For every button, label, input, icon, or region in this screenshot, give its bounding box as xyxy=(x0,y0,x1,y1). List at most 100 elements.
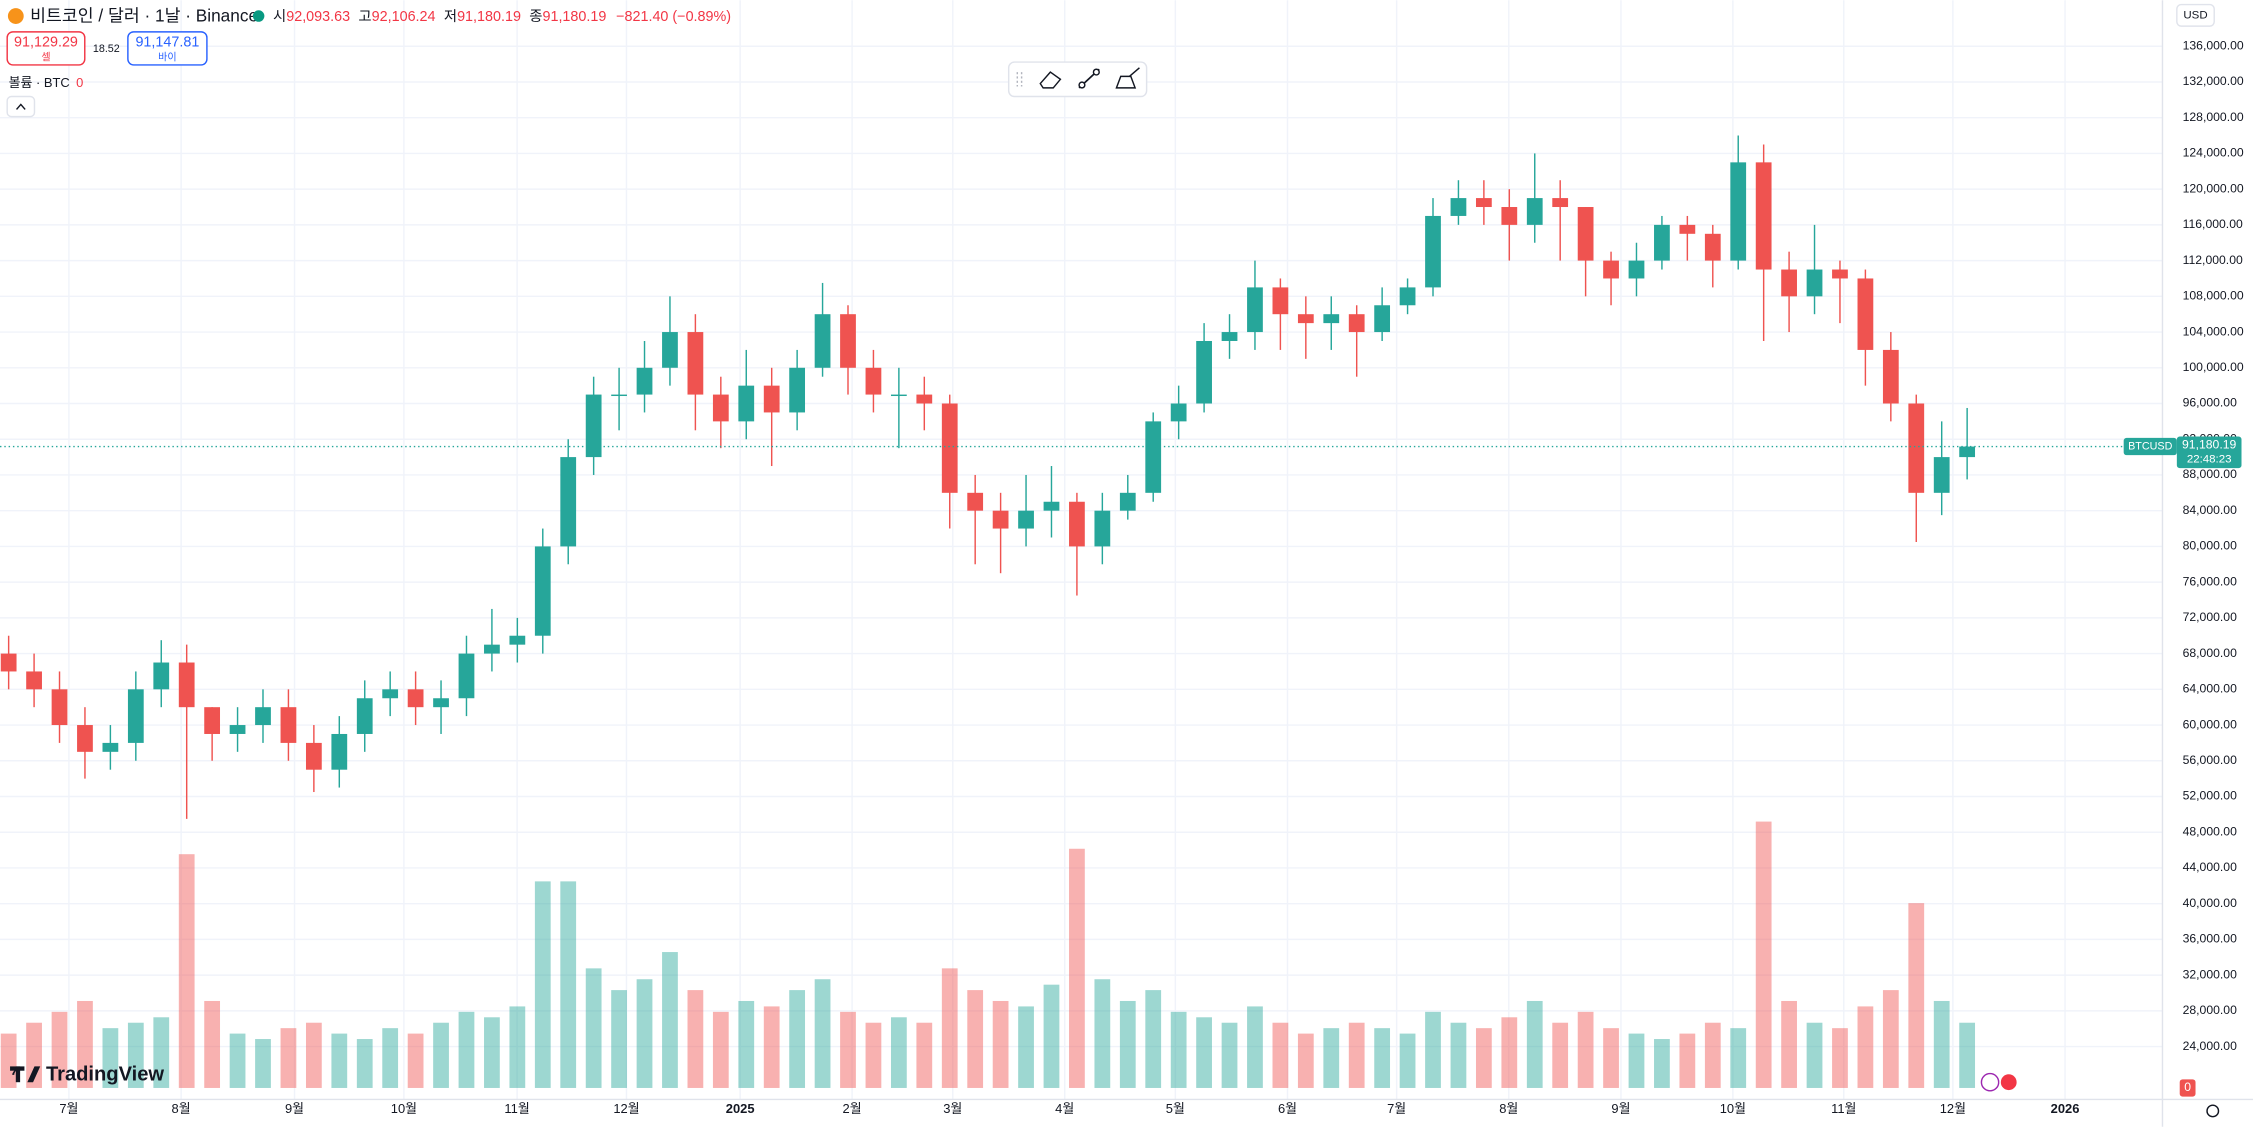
volume-bar xyxy=(1552,1022,1569,1088)
label: 고 xyxy=(358,9,371,25)
y-tick-label: 48,000.00 xyxy=(2183,824,2238,838)
logo: TradingView xyxy=(46,1063,164,1085)
x-tick-label: 4월 xyxy=(1055,1101,1074,1116)
brush-tool[interactable] xyxy=(1115,67,1140,89)
y-tick-label: 56,000.00 xyxy=(2183,753,2238,767)
currency: USD xyxy=(2183,9,2207,21)
volume-zero: 0 xyxy=(2184,1080,2191,1094)
volume-bar xyxy=(1654,1039,1670,1088)
buy-button[interactable] xyxy=(127,31,208,66)
volume-bar xyxy=(255,1039,271,1088)
candle-body xyxy=(407,689,424,708)
volume-bar xyxy=(509,1006,526,1088)
x-tick-label: 5월 xyxy=(1166,1101,1185,1116)
candle-body xyxy=(916,394,933,404)
volume-bar xyxy=(1374,1028,1391,1088)
volume-bar xyxy=(1577,1011,1594,1088)
y-tick-label: 60,000.00 xyxy=(2183,717,2238,731)
volume-bar xyxy=(1882,990,1899,1088)
candle-body xyxy=(687,332,704,395)
countdown: 22:48:23 xyxy=(2187,454,2232,466)
sell-button[interactable] xyxy=(6,31,86,66)
y-tick-label: 76,000.00 xyxy=(2183,574,2238,588)
y-tick-label: 84,000.00 xyxy=(2183,503,2238,517)
volume-bar xyxy=(1475,1028,1492,1088)
eraser-tool[interactable] xyxy=(1039,71,1062,89)
volume-layer xyxy=(0,821,1976,1088)
candle-body xyxy=(1654,224,1670,261)
x-tick-label: 6월 xyxy=(1278,1101,1297,1116)
y-tick-label: 40,000.00 xyxy=(2183,896,2238,910)
value: 91,180.19 xyxy=(542,9,606,25)
volume-label: 볼륨 · BTC xyxy=(9,75,70,90)
label: 시 xyxy=(273,9,286,25)
logo-mark xyxy=(15,1066,21,1083)
sell-label: 셀 xyxy=(41,51,50,63)
currency-button[interactable] xyxy=(2176,3,2215,27)
volume-bar xyxy=(1501,1017,1518,1088)
y-tick-label: 72,000.00 xyxy=(2183,610,2238,624)
y-tick-label: 32,000.00 xyxy=(2183,967,2238,981)
volume-bar xyxy=(433,1022,449,1088)
candle-body xyxy=(1221,332,1238,341)
volume-bar xyxy=(1348,1022,1365,1088)
candle-body xyxy=(941,403,958,493)
candle-body xyxy=(585,394,602,458)
x-tick-label: 9월 xyxy=(285,1101,304,1116)
candle-body xyxy=(789,367,806,413)
volume-bar xyxy=(1730,1028,1747,1088)
candle-body xyxy=(662,332,678,368)
label: 저 xyxy=(444,8,457,25)
volume-bar xyxy=(712,1011,729,1088)
x-tick-label: 7월 xyxy=(59,1101,78,1116)
volume-bar xyxy=(1399,1033,1416,1088)
candle-body xyxy=(1730,162,1747,261)
volume-bar xyxy=(738,1000,755,1088)
candle-body xyxy=(458,653,475,699)
volume-bar xyxy=(1170,1011,1187,1088)
volume-bar xyxy=(1933,1000,1950,1088)
candle-body xyxy=(814,314,831,368)
y-tick-label: 52,000.00 xyxy=(2183,789,2238,803)
x-tick-label: 8월 xyxy=(1499,1101,1518,1116)
volume-bar xyxy=(789,990,806,1088)
candle-body xyxy=(1806,269,1823,297)
volume-bar xyxy=(585,968,602,1088)
candle-body xyxy=(763,385,780,413)
volume-bar xyxy=(407,1033,424,1088)
candle-body xyxy=(1933,457,1950,493)
volume-bar xyxy=(204,1000,221,1088)
candle-body xyxy=(1704,233,1721,261)
x-tick-label: 2025 xyxy=(726,1101,755,1116)
symbol-badge xyxy=(2123,437,2177,456)
settings-icon[interactable] xyxy=(2206,1104,2220,1118)
event-icon[interactable] xyxy=(1980,1072,2000,1092)
toolbar xyxy=(1007,61,1148,98)
volume-bar xyxy=(127,1022,144,1088)
volume-bar xyxy=(890,1017,907,1088)
candle-body xyxy=(305,742,322,770)
candle-body xyxy=(1094,510,1111,547)
x-tick-label: 11월 xyxy=(504,1101,529,1116)
spread: 18.52 xyxy=(93,43,120,55)
symbol: 비트코인 / 달러 · 1날 · Binance xyxy=(30,5,258,25)
buy-label: 바이 xyxy=(158,51,177,63)
volume-bar xyxy=(687,990,704,1088)
volume-bar xyxy=(331,1033,348,1088)
y-tick-label: 96,000.00 xyxy=(2183,396,2238,410)
event-icon[interactable] xyxy=(1999,1072,2019,1092)
collapse-button[interactable] xyxy=(6,95,36,118)
volume-bar xyxy=(382,1028,399,1088)
volume-bar xyxy=(865,1022,882,1088)
grid xyxy=(0,0,2163,1100)
value: 92,106.24 xyxy=(372,9,436,25)
line-tool-dot xyxy=(1078,81,1086,89)
volume-bar xyxy=(1704,1022,1721,1088)
candle-body xyxy=(1018,510,1034,529)
candle-body xyxy=(1628,260,1645,279)
volume-bar xyxy=(178,854,195,1088)
volume-bar xyxy=(1425,1011,1441,1088)
candle-body xyxy=(1297,314,1314,324)
status-dot xyxy=(252,10,265,22)
